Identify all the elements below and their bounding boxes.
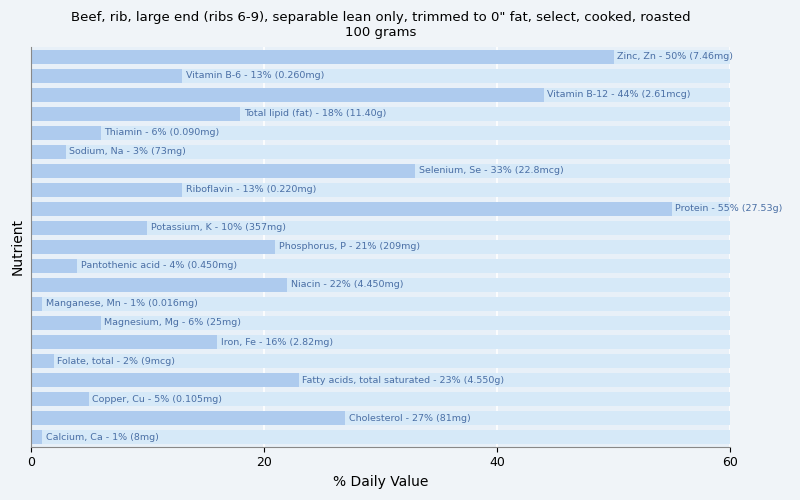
Text: Selenium, Se - 33% (22.8mcg): Selenium, Se - 33% (22.8mcg) [419, 166, 563, 175]
Bar [30, 335, 217, 349]
Text: Potassium, K - 10% (357mg): Potassium, K - 10% (357mg) [150, 224, 286, 232]
Bar [30, 106, 730, 121]
Text: Folate, total - 2% (9mcg): Folate, total - 2% (9mcg) [58, 356, 175, 366]
Text: Vitamin B-12 - 44% (2.61mcg): Vitamin B-12 - 44% (2.61mcg) [547, 90, 690, 100]
Bar [30, 144, 730, 159]
Bar [30, 50, 730, 64]
Bar [30, 373, 730, 387]
X-axis label: % Daily Value: % Daily Value [333, 475, 428, 489]
Bar [30, 164, 415, 178]
Bar [30, 126, 730, 140]
Bar [30, 392, 89, 406]
Bar [30, 164, 730, 178]
Bar [30, 278, 287, 292]
Bar [30, 411, 346, 425]
Bar [30, 411, 730, 425]
Bar [30, 373, 298, 387]
Text: Thiamin - 6% (0.090mg): Thiamin - 6% (0.090mg) [104, 128, 219, 138]
Text: Protein - 55% (27.53g): Protein - 55% (27.53g) [675, 204, 782, 214]
Bar [30, 259, 730, 273]
Text: Vitamin B-6 - 13% (0.260mg): Vitamin B-6 - 13% (0.260mg) [186, 71, 324, 80]
Bar [30, 221, 730, 235]
Bar [30, 297, 42, 311]
Text: Calcium, Ca - 1% (8mg): Calcium, Ca - 1% (8mg) [46, 432, 158, 442]
Bar [30, 297, 730, 311]
Bar [30, 68, 730, 83]
Bar [30, 430, 730, 444]
Bar [30, 68, 182, 83]
Bar [30, 240, 730, 254]
Text: Sodium, Na - 3% (73mg): Sodium, Na - 3% (73mg) [69, 148, 186, 156]
Y-axis label: Nutrient: Nutrient [11, 218, 25, 276]
Text: Total lipid (fat) - 18% (11.40g): Total lipid (fat) - 18% (11.40g) [244, 110, 386, 118]
Bar [30, 316, 730, 330]
Bar [30, 259, 78, 273]
Bar [30, 88, 543, 102]
Bar [30, 202, 730, 216]
Text: Magnesium, Mg - 6% (25mg): Magnesium, Mg - 6% (25mg) [104, 318, 241, 328]
Bar [30, 88, 730, 102]
Bar [30, 278, 730, 292]
Bar [30, 126, 101, 140]
Bar [30, 335, 730, 349]
Bar [30, 392, 730, 406]
Bar [30, 106, 241, 121]
Text: Phosphorus, P - 21% (209mg): Phosphorus, P - 21% (209mg) [279, 242, 420, 252]
Bar [30, 240, 275, 254]
Text: Copper, Cu - 5% (0.105mg): Copper, Cu - 5% (0.105mg) [93, 394, 222, 404]
Text: Iron, Fe - 16% (2.82mg): Iron, Fe - 16% (2.82mg) [221, 338, 333, 346]
Bar [30, 202, 672, 216]
Bar [30, 430, 42, 444]
Text: Zinc, Zn - 50% (7.46mg): Zinc, Zn - 50% (7.46mg) [617, 52, 733, 61]
Bar [30, 50, 614, 64]
Text: Manganese, Mn - 1% (0.016mg): Manganese, Mn - 1% (0.016mg) [46, 300, 198, 308]
Text: Cholesterol - 27% (81mg): Cholesterol - 27% (81mg) [349, 414, 470, 422]
Bar [30, 182, 182, 197]
Bar [30, 354, 730, 368]
Text: Pantothenic acid - 4% (0.450mg): Pantothenic acid - 4% (0.450mg) [81, 262, 237, 270]
Bar [30, 354, 54, 368]
Text: Riboflavin - 13% (0.220mg): Riboflavin - 13% (0.220mg) [186, 186, 316, 194]
Text: Fatty acids, total saturated - 23% (4.550g): Fatty acids, total saturated - 23% (4.55… [302, 376, 504, 384]
Bar [30, 144, 66, 159]
Bar [30, 316, 101, 330]
Title: Beef, rib, large end (ribs 6-9), separable lean only, trimmed to 0" fat, select,: Beef, rib, large end (ribs 6-9), separab… [70, 11, 690, 39]
Text: Niacin - 22% (4.450mg): Niacin - 22% (4.450mg) [290, 280, 403, 289]
Bar [30, 182, 730, 197]
Bar [30, 221, 147, 235]
